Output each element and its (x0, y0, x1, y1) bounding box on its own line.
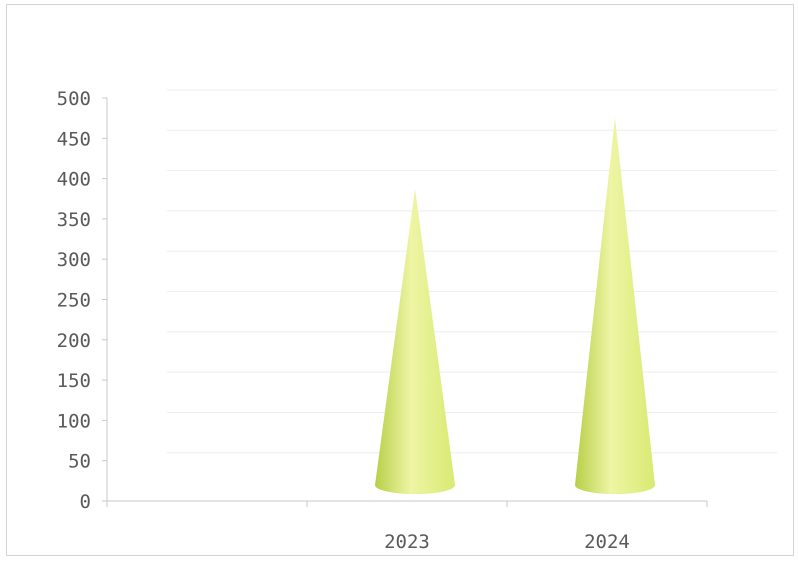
y-tick-label-300: 300 (57, 249, 91, 271)
y-tick-label-50: 50 (68, 451, 91, 473)
cones (375, 117, 655, 495)
x-tick-label-2023: 2023 (384, 531, 430, 553)
y-axis-ticks: 0 50 100 150 200 250 300 350 400 450 500 (57, 88, 107, 513)
chart-frame: 0 50 100 150 200 250 300 350 400 450 500 2023 2024 (6, 4, 794, 556)
cone-2024 (575, 117, 655, 495)
gridlines (167, 89, 777, 454)
y-tick-label-500: 500 (57, 88, 91, 110)
y-tick-label-100: 100 (57, 410, 91, 432)
x-axis-ticks: 2023 2024 (106, 501, 708, 553)
x-tick-label-2024: 2024 (584, 531, 630, 553)
y-tick-label-350: 350 (57, 209, 91, 231)
y-tick-label-150: 150 (57, 370, 91, 392)
y-tick-label-450: 450 (57, 128, 91, 150)
cone-2023 (375, 188, 455, 494)
y-tick-label-0: 0 (80, 491, 91, 513)
cone-body-2024 (575, 117, 655, 495)
y-tick-label-200: 200 (57, 330, 91, 352)
cone-chart: 0 50 100 150 200 250 300 350 400 450 500 2023 2024 (57, 88, 777, 553)
y-tick-label-400: 400 (57, 169, 91, 191)
cone-body-2023 (375, 188, 455, 494)
y-tick-label-250: 250 (57, 290, 91, 312)
